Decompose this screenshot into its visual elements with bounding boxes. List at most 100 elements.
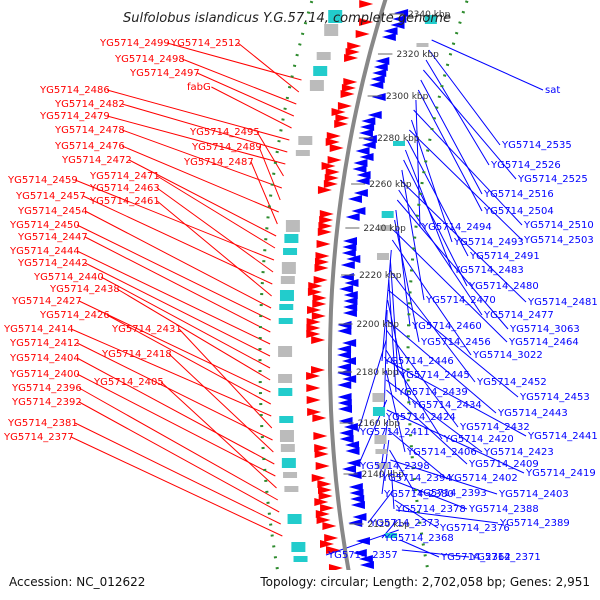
gene-label-left: YG5714_2489 bbox=[191, 142, 262, 153]
forward-gene-arrow bbox=[319, 216, 334, 224]
inner-feature-block bbox=[372, 407, 385, 416]
reverse-gene-arrow bbox=[345, 213, 360, 221]
gene-label-right: YG5714_2424 bbox=[385, 412, 456, 423]
forward-gene-arrow bbox=[308, 282, 323, 290]
connector-right bbox=[428, 49, 501, 146]
gene-label-left: YG5714_2495 bbox=[189, 127, 260, 138]
connector-left bbox=[121, 103, 288, 153]
reverse-gene-arrow bbox=[351, 207, 366, 215]
gene-label-left: YG5714_2471 bbox=[89, 171, 160, 182]
gene-label-left: YG5714_2487 bbox=[183, 157, 254, 168]
kbp-tick-label: 2200 kbp bbox=[357, 320, 400, 330]
connector-right bbox=[386, 389, 468, 465]
connector-left bbox=[76, 357, 275, 465]
forward-gene-arrow bbox=[327, 156, 342, 164]
connector-left bbox=[84, 262, 271, 357]
connector-right bbox=[425, 59, 490, 166]
gene-label-left: YG5714_2450 bbox=[9, 220, 80, 231]
outer-feature-block bbox=[316, 52, 331, 60]
reverse-gene-arrow bbox=[350, 501, 365, 509]
connector-right bbox=[420, 79, 483, 195]
reverse-gene-arrow bbox=[352, 165, 367, 173]
connector-right bbox=[387, 289, 519, 398]
reverse-gene-arrow bbox=[349, 489, 364, 497]
gene-label-left: YG5714_2418 bbox=[101, 349, 172, 360]
reverse-gene-arrow bbox=[353, 189, 368, 197]
gene-label-right: YG5714_2373 bbox=[369, 518, 440, 529]
gene-label-right: YG5714_2368 bbox=[383, 533, 454, 544]
forward-gene-arrow bbox=[325, 168, 340, 176]
connector-right bbox=[390, 459, 498, 495]
gene-label-left: YG5714_2463 bbox=[89, 183, 160, 194]
outer-feature-block bbox=[285, 220, 300, 232]
forward-gene-arrow bbox=[311, 366, 326, 374]
connector-right bbox=[383, 309, 388, 418]
inner-feature-block bbox=[381, 211, 394, 218]
connector-left bbox=[78, 401, 280, 513]
gene-labels: YG5714_2499 YG5714_2512 YG5714_2498 YG5714_… bbox=[3, 38, 598, 563]
connector-left bbox=[78, 300, 271, 393]
connector-left bbox=[211, 86, 292, 129]
outer-feature-block bbox=[298, 136, 313, 145]
forward-gene-arrow bbox=[315, 252, 330, 260]
connector-left bbox=[76, 373, 276, 477]
forward-gene-arrow bbox=[320, 504, 335, 512]
gene-label-right: YG5714_3022 bbox=[472, 350, 543, 361]
kbp-tick-label: 2300 kbp bbox=[386, 92, 429, 102]
gene-label-right: YG5714_2439 bbox=[397, 387, 468, 398]
gene-label-left: YG5714_2444 bbox=[9, 246, 80, 257]
outer-feature-block bbox=[284, 234, 299, 243]
connector-right bbox=[385, 359, 527, 437]
gene-label-left: YG5714_2396 bbox=[11, 383, 82, 394]
forward-gene-arrow bbox=[359, 0, 374, 8]
reverse-gene-arrow bbox=[344, 279, 359, 287]
reverse-gene-arrow bbox=[350, 495, 365, 503]
connector-left bbox=[106, 115, 286, 165]
reverse-gene-arrow bbox=[342, 309, 357, 317]
gene-label-right: YG5714_2362 bbox=[440, 552, 511, 563]
connector-left bbox=[100, 276, 271, 369]
connector-right bbox=[386, 409, 525, 474]
connector-left bbox=[160, 381, 277, 489]
forward-gene-arrow bbox=[343, 78, 358, 86]
outer-feature-block bbox=[279, 290, 294, 301]
connector-left bbox=[168, 353, 274, 453]
label-connectors bbox=[70, 39, 544, 558]
reverse-gene-arrow bbox=[341, 249, 356, 257]
reverse-gene-arrow bbox=[367, 111, 382, 119]
reverse-gene-arrow bbox=[355, 177, 370, 185]
inner-feature-block bbox=[376, 463, 389, 469]
forward-gene-arrow bbox=[311, 474, 326, 482]
forward-gene-arrow bbox=[312, 414, 327, 422]
gene-label-right: YG5714_2371 bbox=[470, 552, 541, 563]
reverse-gene-arrow bbox=[339, 429, 354, 437]
reverse-gene-arrow bbox=[372, 69, 387, 77]
outer-feature-block bbox=[279, 304, 294, 310]
gene-label-right: YG5714_2460 bbox=[411, 321, 482, 332]
kbp-tick-label: 2280 kbp bbox=[377, 134, 420, 144]
gene-label-left: YG5714_2476 bbox=[54, 141, 125, 152]
connector-left bbox=[237, 42, 300, 93]
gene-label-right: YG5714_2409 bbox=[468, 459, 539, 470]
gene-label-left: YG5714_2381 bbox=[7, 418, 78, 429]
gene-label-right: YG5714_2378 bbox=[395, 504, 466, 515]
connector-right bbox=[422, 69, 517, 180]
forward-gene-arrow bbox=[334, 120, 349, 128]
outer-feature-block bbox=[279, 430, 294, 442]
reverse-gene-arrow bbox=[339, 273, 354, 281]
gene-label-right: YG5714_2483 bbox=[453, 265, 524, 276]
gene-label-right: YG5714_2389 bbox=[499, 518, 570, 529]
gene-label-left: YG5714_2461 bbox=[89, 196, 160, 207]
gene-label-right: YG5714_2470 bbox=[425, 295, 496, 306]
connector-right bbox=[367, 489, 394, 524]
connector-left bbox=[84, 210, 272, 309]
gene-label-right: YG5714_2480 bbox=[468, 281, 539, 292]
gene-label-left: YG5714_2486 bbox=[39, 85, 110, 96]
reverse-gene-arrow bbox=[355, 537, 370, 545]
reverse-gene-arrow bbox=[348, 519, 363, 527]
forward-gene-arrow bbox=[313, 432, 328, 440]
kbp-tick-label: 2240 kbp bbox=[363, 224, 406, 234]
reverse-gene-arrow bbox=[337, 351, 352, 359]
gene-label-right: YG5714_2423 bbox=[483, 447, 554, 458]
gene-label-right: YG5714_2503 bbox=[523, 235, 594, 246]
